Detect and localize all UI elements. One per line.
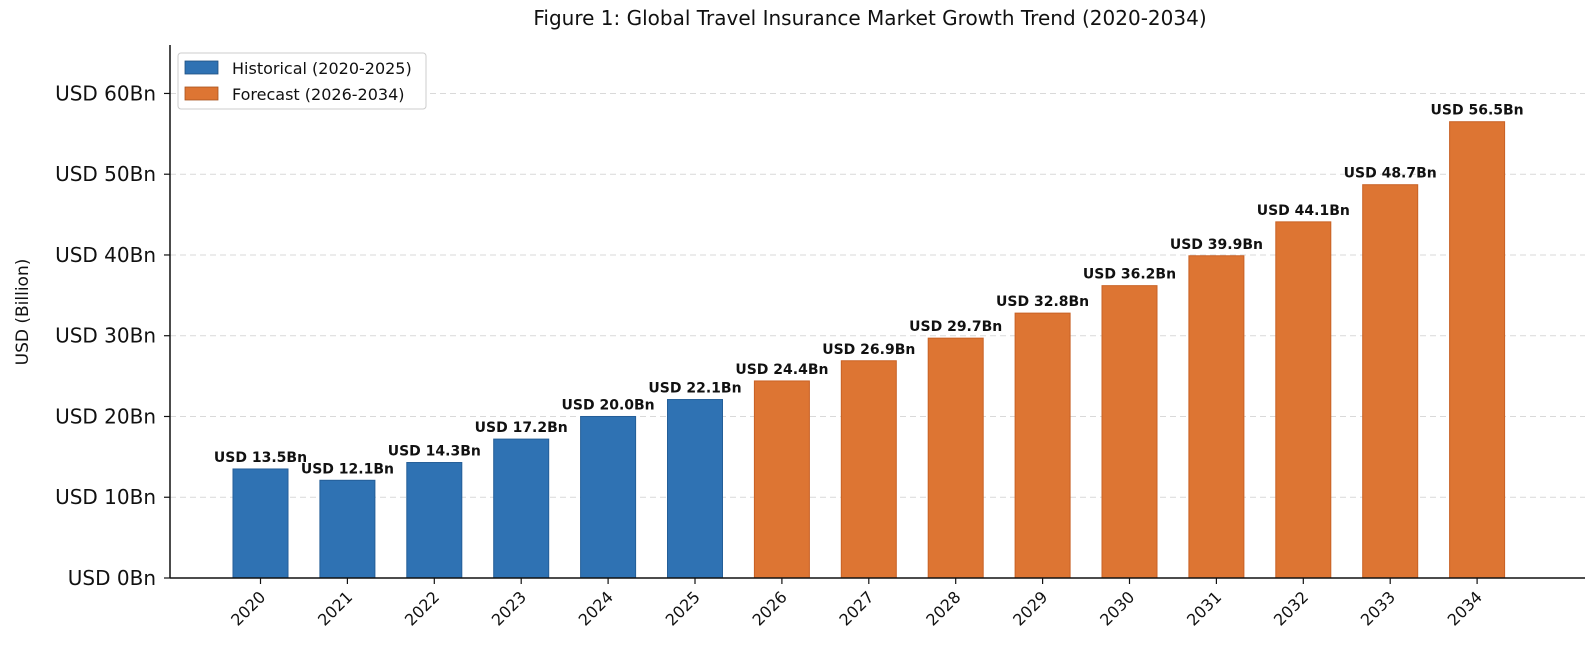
x-tick-label: 2028 xyxy=(922,587,964,629)
data-label-2024: USD 20.0Bn xyxy=(562,397,655,413)
data-label-2030: USD 36.2Bn xyxy=(1083,267,1176,283)
x-tick-label: 2027 xyxy=(835,587,877,629)
legend-label-forecast: Forecast (2026-2034) xyxy=(232,85,404,104)
x-tick-label: 2034 xyxy=(1444,587,1486,629)
data-label-2022: USD 14.3Bn xyxy=(388,444,481,460)
data-label-2032: USD 44.1Bn xyxy=(1257,203,1350,219)
data-label-2034: USD 56.5Bn xyxy=(1431,103,1524,119)
x-tick-label: 2020 xyxy=(227,587,269,629)
bar-2028 xyxy=(927,337,984,579)
data-label-2026: USD 24.4Bn xyxy=(735,362,828,378)
data-label-2020: USD 13.5Bn xyxy=(214,450,307,466)
data-label-2028: USD 29.7Bn xyxy=(909,319,1002,335)
x-tick-label: 2033 xyxy=(1357,587,1399,629)
bar-2029 xyxy=(1014,312,1071,579)
x-tick-label: 2030 xyxy=(1096,587,1138,629)
y-tick-label: USD 50Bn xyxy=(55,162,156,186)
x-tick-label: 2022 xyxy=(401,587,443,629)
bar-2021 xyxy=(319,479,376,579)
y-tick-label: USD 0Bn xyxy=(68,566,156,590)
legend-label-historical: Historical (2020-2025) xyxy=(232,59,412,78)
bar-2022 xyxy=(406,462,463,579)
bar-2020 xyxy=(232,468,289,579)
y-axis-ticks: USD 0Bn USD 10Bn USD 20Bn USD 30Bn USD 40Bn U… xyxy=(55,81,170,590)
y-tick-label: USD 10Bn xyxy=(55,485,156,509)
bar-2026 xyxy=(753,380,810,579)
legend-box xyxy=(177,52,427,110)
data-label-2027: USD 26.9Bn xyxy=(822,342,915,358)
x-axis-ticks: 2020 2021 2022 2023 2024 2025 2026 2027 2028 2029… xyxy=(227,578,1486,630)
bar-2027 xyxy=(840,360,897,579)
x-tick-label: 2023 xyxy=(488,587,530,629)
legend-swatch-historical xyxy=(184,60,219,75)
data-label-2029: USD 32.8Bn xyxy=(996,294,1089,310)
chart-title: Figure 1: Global Travel Insurance Market… xyxy=(533,6,1206,30)
bar-2031 xyxy=(1188,255,1245,579)
y-tick-label: USD 40Bn xyxy=(55,243,156,267)
y-tick-label: USD 20Bn xyxy=(55,404,156,428)
data-label-2033: USD 48.7Bn xyxy=(1344,166,1437,182)
legend-swatch-forecast xyxy=(184,86,219,101)
x-tick-label: 2031 xyxy=(1183,587,1225,629)
y-tick-label: USD 30Bn xyxy=(55,324,156,348)
bar-2023 xyxy=(493,438,550,579)
bar-2032 xyxy=(1275,221,1332,579)
bar-2033 xyxy=(1362,184,1419,579)
data-label-2025: USD 22.1Bn xyxy=(648,381,741,397)
bar-2034 xyxy=(1449,121,1506,579)
x-tick-label: 2024 xyxy=(575,587,617,629)
bars xyxy=(232,121,1506,579)
x-tick-label: 2032 xyxy=(1270,587,1312,629)
x-tick-label: 2021 xyxy=(314,587,356,629)
bar-2024 xyxy=(580,415,637,579)
data-label-2023: USD 17.2Bn xyxy=(475,420,568,436)
bar-2030 xyxy=(1101,285,1158,579)
y-axis-label: USD (Billion) xyxy=(13,259,33,366)
x-tick-label: 2029 xyxy=(1009,587,1051,629)
x-tick-label: 2025 xyxy=(662,587,704,629)
data-label-2021: USD 12.1Bn xyxy=(301,461,394,477)
y-tick-label: USD 60Bn xyxy=(55,81,156,105)
x-tick-label: 2026 xyxy=(749,587,791,629)
bar-2025 xyxy=(667,399,723,579)
legend: Historical (2020-2025) Forecast (2026-20… xyxy=(177,52,427,110)
data-label-2031: USD 39.9Bn xyxy=(1170,237,1263,253)
